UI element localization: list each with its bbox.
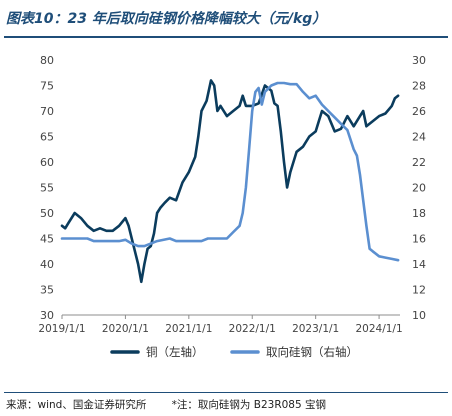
title-divider (4, 36, 448, 38)
chart-legend: 铜（左轴） 取向硅钢（右轴） (110, 345, 358, 359)
y-left-tick-label: 35 (40, 284, 54, 297)
y-left-tick-label: 45 (40, 233, 54, 246)
y-right-tick-label: 26 (412, 105, 426, 118)
note-text: *注：取向硅钢为 B23R085 宝钢 (171, 399, 326, 411)
source-text: 来源：wind、国金证券研究所 (6, 399, 147, 411)
chart-plot-area (60, 79, 400, 284)
y-right-tick-label: 30 (412, 54, 426, 67)
legend-label: 铜（左轴） (146, 345, 204, 359)
y-left-tick-label: 80 (40, 54, 54, 67)
y-left-tick-label: 50 (40, 207, 54, 220)
legend-label: 取向硅钢（右轴） (266, 345, 358, 359)
y-right-tick-label: 18 (412, 207, 426, 220)
chart-title: 图表10：23 年后取向硅钢价格降幅较大（元/kg） (6, 11, 327, 27)
y-left-tick-label: 60 (40, 156, 54, 169)
y-left-tick-label: 40 (40, 258, 54, 271)
line-chart: 30 35 40 45 50 55 60 65 70 75 80 10 12 14 16 18 20 22 24 26… (38, 54, 426, 359)
y-left-tick-label: 75 (40, 80, 54, 93)
x-tick-label: 2022/1/1 (229, 323, 276, 335)
y-right-tick-label: 20 (412, 182, 426, 195)
y-left-tick-label: 30 (40, 309, 54, 322)
footer-divider (4, 392, 448, 393)
y-right-tick-label: 10 (412, 309, 426, 322)
x-tick-label: 2020/1/1 (102, 323, 149, 335)
y-right-tick-label: 16 (412, 233, 426, 246)
x-tick-label: 2019/1/1 (38, 323, 85, 335)
y-right-tick-label: 12 (412, 284, 426, 297)
y-left-tick-label: 55 (40, 182, 54, 195)
x-tick-label: 2021/1/1 (165, 323, 212, 335)
x-tick-label: 2023/1/1 (292, 323, 339, 335)
x-tick-label: 2024/1/1 (355, 323, 402, 335)
y-right-tick-label: 28 (412, 80, 426, 93)
y-left-tick-label: 65 (40, 131, 54, 144)
y-right-tick-label: 24 (412, 131, 426, 144)
silicon-steel-series-line (60, 81, 400, 262)
y-left-tick-label: 70 (40, 105, 54, 118)
copper-series-line (60, 79, 400, 284)
y-right-tick-label: 22 (412, 156, 426, 169)
chart-axes: 30 35 40 45 50 55 60 65 70 75 80 10 12 14 16 18 20 22 24 26… (38, 54, 426, 335)
y-right-tick-label: 14 (412, 258, 426, 271)
source-line: 来源：wind、国金证券研究所 *注：取向硅钢为 B23R085 宝钢 (6, 396, 446, 414)
